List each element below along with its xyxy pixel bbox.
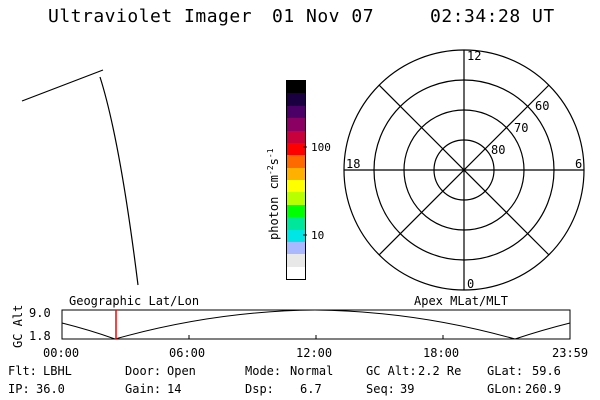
lat-label-60: 60 <box>535 99 549 113</box>
orbit-altitude-plot: GC Alt 9.0 1.8 <box>11 305 571 348</box>
timeline-right-caption: Apex MLat/MLT <box>414 294 508 308</box>
gcalt-label: GC Alt: <box>366 364 417 378</box>
mlt-label-12: 12 <box>467 49 481 63</box>
unit-label-base: photon cm <box>267 175 281 240</box>
diagonal-ne-sw <box>378 84 550 256</box>
colorbar-stripe <box>287 130 305 143</box>
colorbar-stripe <box>287 266 305 279</box>
y-min-label: 1.8 <box>29 329 51 343</box>
door-label: Door: <box>125 364 162 378</box>
geographic-map-panel <box>21 69 139 286</box>
image-date: 01 Nov 07 <box>272 6 375 27</box>
colorbar-tick-10: 10 <box>311 229 324 242</box>
timeline-left-caption: Geographic Lat/Lon <box>69 294 200 308</box>
glon-value: 260.9 <box>525 382 562 396</box>
ip-label: IP: <box>8 382 30 396</box>
unit-s: s <box>267 158 281 165</box>
color-bar <box>286 80 306 280</box>
time-tick-1800: 18:00 <box>423 346 460 360</box>
seq-label: Seq: <box>366 382 395 396</box>
mode-label: Mode: <box>245 364 282 378</box>
colorbar-stripe <box>287 180 305 193</box>
plot-frame <box>61 309 571 340</box>
lat-label-80: 80 <box>491 143 505 157</box>
glat-value: 59.6 <box>532 364 561 378</box>
color-bar-axis: 100 10 photon cm-2s-1 <box>266 141 331 242</box>
time-tick-1200: 12:00 <box>296 346 333 360</box>
dsp-value: 6.7 <box>300 382 322 396</box>
glon-label: GLon: <box>487 382 524 396</box>
lat-label-70: 70 <box>514 121 528 135</box>
colorbar-stripe <box>287 118 305 131</box>
seq-value: 39 <box>400 382 415 396</box>
time-ticks <box>188 335 444 339</box>
colorbar-stripe <box>287 192 305 205</box>
door-value: Open <box>167 364 196 378</box>
colorbar-stripe <box>287 229 305 242</box>
y-axis-label: GC Alt <box>11 305 25 348</box>
image-title: Ultraviolet Imager <box>48 6 253 27</box>
altitude-curve <box>61 309 571 340</box>
mode-value: Normal <box>290 364 334 378</box>
glat-label: GLat: <box>487 364 524 378</box>
mlt-label-6: 6 <box>575 157 582 171</box>
colorbar-stripe <box>287 217 305 230</box>
y-max-label: 9.0 <box>29 306 51 320</box>
dsp-label: Dsp: <box>245 382 274 396</box>
gain-label: Gain: <box>125 382 162 396</box>
colorbar-tick-100: 100 <box>311 141 331 154</box>
flt-label: Flt: <box>8 364 37 378</box>
mlt-label-18: 18 <box>346 157 360 171</box>
colorbar-stripe <box>287 167 305 180</box>
gcalt-value: 2.2 Re <box>418 364 462 378</box>
flt-value: LBHL <box>43 364 72 378</box>
gain-value: 14 <box>167 382 182 396</box>
map-frame-edge-right <box>99 76 139 286</box>
colorbar-stripe <box>287 142 305 156</box>
colorbar-unit-label: photon cm-2s-1 <box>266 148 281 240</box>
colorbar-stripe <box>287 241 305 255</box>
colorbar-stripe <box>287 254 305 267</box>
colorbar-stripe <box>287 155 305 168</box>
map-frame-edge-top <box>21 69 104 102</box>
time-tick-2359: 23:59 <box>552 346 589 360</box>
unit-exp1: -2 <box>266 165 275 175</box>
time-tick-0000: 00:00 <box>43 346 80 360</box>
image-time: 02:34:28 UT <box>430 6 555 27</box>
colorbar-stripe <box>287 81 305 94</box>
ip-value: 36.0 <box>36 382 65 396</box>
colorbar-stripe <box>287 204 305 218</box>
colorbar-stripe <box>287 105 305 119</box>
polar-grid: 12 18 6 0 60 70 80 <box>343 49 585 291</box>
mlt-label-0: 0 <box>467 277 474 291</box>
time-tick-0600: 06:00 <box>169 346 206 360</box>
colorbar-stripe <box>287 93 305 106</box>
unit-exp2: -1 <box>266 148 275 158</box>
